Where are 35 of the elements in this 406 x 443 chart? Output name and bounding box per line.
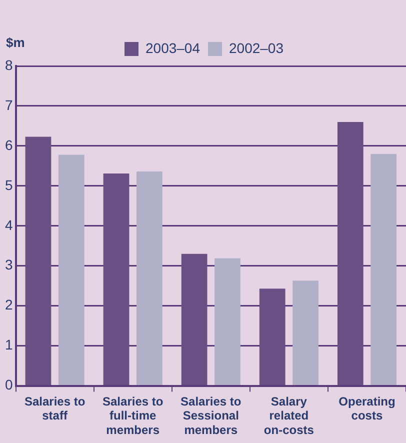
y-tick-label: 4 bbox=[4, 216, 13, 233]
bar bbox=[58, 154, 84, 386]
category-label: costs bbox=[351, 408, 383, 423]
category-label: staff bbox=[42, 408, 68, 423]
bar bbox=[25, 136, 52, 386]
category-label: Operating bbox=[338, 394, 396, 408]
bar bbox=[103, 174, 130, 386]
category-label: Sessional bbox=[182, 408, 239, 423]
y-tick-label: 7 bbox=[4, 96, 13, 113]
legend-label: 2002–03 bbox=[229, 40, 284, 56]
y-tick-label: 3 bbox=[4, 256, 13, 273]
y-tick-label: 0 bbox=[4, 376, 13, 393]
bar bbox=[214, 258, 240, 386]
category-label: related bbox=[269, 408, 309, 423]
y-tick-label: 1 bbox=[4, 336, 13, 353]
legend-label: 2003–04 bbox=[145, 40, 200, 56]
category-label: on-costs bbox=[264, 423, 314, 438]
category-label: members bbox=[106, 423, 160, 438]
bar bbox=[181, 254, 208, 386]
category-label: members bbox=[184, 423, 238, 438]
category-label: Salaries to bbox=[180, 394, 242, 408]
y-tick-label: 8 bbox=[4, 56, 13, 73]
bar bbox=[370, 154, 396, 386]
y-axis-title: $m bbox=[6, 35, 25, 50]
category-label: Salaries to bbox=[24, 394, 86, 408]
y-tick-label: 2 bbox=[4, 296, 13, 313]
bar bbox=[259, 288, 286, 386]
category-label: Salaries to bbox=[102, 394, 164, 408]
y-tick-label: 6 bbox=[4, 136, 13, 153]
bar bbox=[136, 172, 162, 386]
bar bbox=[337, 122, 364, 386]
bar bbox=[292, 280, 318, 386]
y-tick-label: 5 bbox=[4, 176, 13, 193]
category-label: full-time bbox=[110, 408, 156, 423]
category-label: Salary bbox=[270, 394, 307, 408]
